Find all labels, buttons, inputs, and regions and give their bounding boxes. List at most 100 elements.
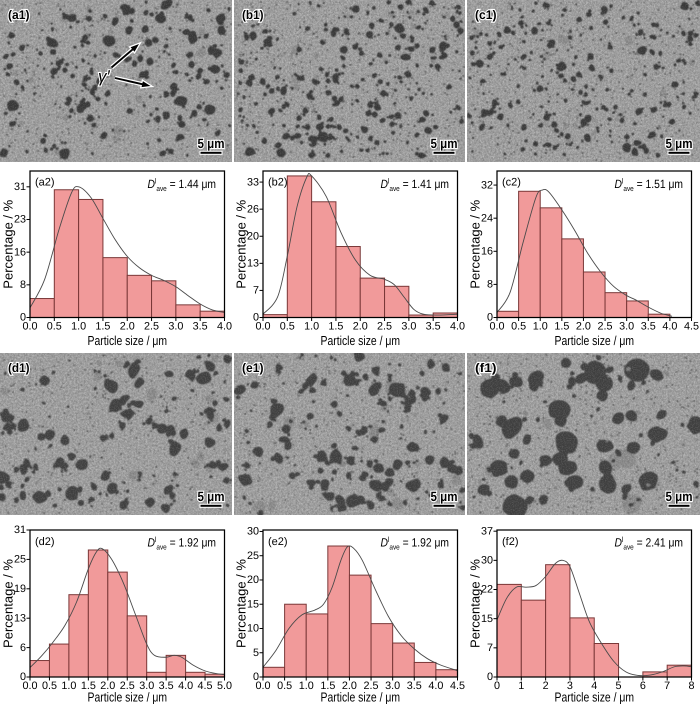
svg-text:(a2): (a2) <box>35 177 55 189</box>
svg-text:25: 25 <box>14 554 26 566</box>
svg-text:3.0: 3.0 <box>619 321 634 333</box>
svg-text:1.5: 1.5 <box>95 321 110 333</box>
svg-text:22: 22 <box>481 584 493 596</box>
svg-text:0.0: 0.0 <box>22 321 37 333</box>
svg-text:(d1): (d1) <box>8 361 30 375</box>
svg-text:23: 23 <box>14 214 26 226</box>
svg-text:0.5: 0.5 <box>42 680 57 692</box>
svg-text:3.5: 3.5 <box>426 321 441 333</box>
svg-text:0.0: 0.0 <box>489 321 504 333</box>
svg-text:20: 20 <box>247 230 259 242</box>
svg-text:16: 16 <box>481 245 493 257</box>
svg-text:5: 5 <box>253 647 259 659</box>
svg-text:2.0: 2.0 <box>100 680 115 692</box>
svg-text:3.5: 3.5 <box>407 680 422 692</box>
svg-text:25: 25 <box>247 550 259 562</box>
svg-text:2.5: 2.5 <box>377 321 392 333</box>
svg-text:4.0: 4.0 <box>178 680 193 692</box>
svg-text:(f1): (f1) <box>475 361 497 375</box>
svg-text:(e2): (e2) <box>268 536 288 548</box>
svg-text:33: 33 <box>247 176 259 188</box>
svg-text:1.0: 1.0 <box>61 680 76 692</box>
svg-text:Dlave = 1.92 μm: Dlave = 1.92 μm <box>381 535 450 552</box>
svg-text:20: 20 <box>247 574 259 586</box>
svg-text:3.0: 3.0 <box>401 321 416 333</box>
svg-text:3.5: 3.5 <box>641 321 656 333</box>
svg-text:Percentage / %: Percentage / % <box>468 199 483 288</box>
svg-text:7: 7 <box>664 680 670 692</box>
svg-text:1.0: 1.0 <box>304 321 319 333</box>
svg-text:13: 13 <box>247 258 259 270</box>
svg-text:4.0: 4.0 <box>217 321 232 333</box>
svg-text:6: 6 <box>20 642 26 654</box>
svg-text:30: 30 <box>481 555 493 567</box>
svg-text:1.0: 1.0 <box>71 321 86 333</box>
svg-text:4: 4 <box>591 680 597 692</box>
svg-text:3.0: 3.0 <box>385 680 400 692</box>
svg-text:Percentage / %: Percentage / % <box>1 559 16 648</box>
svg-text:5 μm: 5 μm <box>198 136 225 151</box>
svg-text:2.5: 2.5 <box>598 321 613 333</box>
svg-text:(b2): (b2) <box>268 177 288 189</box>
svg-text:5 μm: 5 μm <box>198 489 225 504</box>
svg-text:1.0: 1.0 <box>533 321 548 333</box>
svg-text:1.5: 1.5 <box>554 321 569 333</box>
svg-text:Dlave = 1.41 μm: Dlave = 1.41 μm <box>381 177 450 194</box>
svg-text:3: 3 <box>567 680 573 692</box>
svg-text:3.0: 3.0 <box>139 680 154 692</box>
svg-text:Dlave = 1.51 μm: Dlave = 1.51 μm <box>615 177 684 194</box>
svg-text:4.5: 4.5 <box>198 680 213 692</box>
svg-text:Particle size / μm: Particle size / μm <box>555 690 635 705</box>
svg-text:Percentage / %: Percentage / % <box>234 559 249 648</box>
svg-text:4.5: 4.5 <box>450 680 465 692</box>
svg-text:4.5: 4.5 <box>684 321 699 333</box>
svg-text:Dlave = 2.41 μm: Dlave = 2.41 μm <box>615 535 684 552</box>
svg-text:2.0: 2.0 <box>342 680 357 692</box>
svg-text:(e1): (e1) <box>242 361 264 375</box>
svg-text:32: 32 <box>481 179 493 191</box>
svg-text:Particle size / μm: Particle size / μm <box>88 333 168 348</box>
svg-text:5.0: 5.0 <box>217 680 232 692</box>
svg-text:6: 6 <box>640 680 646 692</box>
svg-text:2.0: 2.0 <box>576 321 591 333</box>
svg-text:0: 0 <box>20 312 26 324</box>
svg-text:0: 0 <box>20 671 26 683</box>
svg-text:31: 31 <box>14 524 26 536</box>
svg-text:(d2): (d2) <box>35 536 55 548</box>
svg-text:0.5: 0.5 <box>280 321 295 333</box>
svg-text:15: 15 <box>247 598 259 610</box>
svg-text:0: 0 <box>487 671 493 683</box>
svg-text:0: 0 <box>494 680 500 692</box>
svg-text:10: 10 <box>247 623 259 635</box>
svg-text:4.0: 4.0 <box>428 680 443 692</box>
svg-text:13: 13 <box>14 612 26 624</box>
svg-text:19: 19 <box>14 583 26 595</box>
svg-text:7: 7 <box>487 642 493 654</box>
svg-text:8: 8 <box>487 279 493 291</box>
svg-text:0.0: 0.0 <box>255 680 270 692</box>
svg-text:(b1): (b1) <box>242 8 264 22</box>
svg-text:Particle size / μm: Particle size / μm <box>321 690 401 705</box>
svg-text:1.5: 1.5 <box>320 680 335 692</box>
svg-text:16: 16 <box>14 246 26 258</box>
svg-text:1.5: 1.5 <box>81 680 96 692</box>
svg-text:Particle size / μm: Particle size / μm <box>88 690 168 705</box>
svg-text:5 μm: 5 μm <box>666 489 693 504</box>
svg-text:2.5: 2.5 <box>144 321 159 333</box>
svg-text:3.5: 3.5 <box>159 680 174 692</box>
svg-text:0: 0 <box>253 671 259 683</box>
svg-text:3.5: 3.5 <box>193 321 208 333</box>
svg-text:7: 7 <box>253 285 259 297</box>
svg-text:(f2): (f2) <box>502 536 519 548</box>
svg-text:8: 8 <box>20 279 26 291</box>
svg-text:0.0: 0.0 <box>255 321 270 333</box>
svg-text:5: 5 <box>616 680 622 692</box>
svg-text:2.5: 2.5 <box>120 680 135 692</box>
svg-text:0: 0 <box>487 312 493 324</box>
svg-text:24: 24 <box>481 212 493 224</box>
svg-text:5 μm: 5 μm <box>431 489 458 504</box>
svg-text:37: 37 <box>481 525 493 537</box>
svg-text:1: 1 <box>518 680 524 692</box>
svg-text:Particle size / μm: Particle size / μm <box>321 333 401 348</box>
svg-text:(c2): (c2) <box>502 177 521 189</box>
